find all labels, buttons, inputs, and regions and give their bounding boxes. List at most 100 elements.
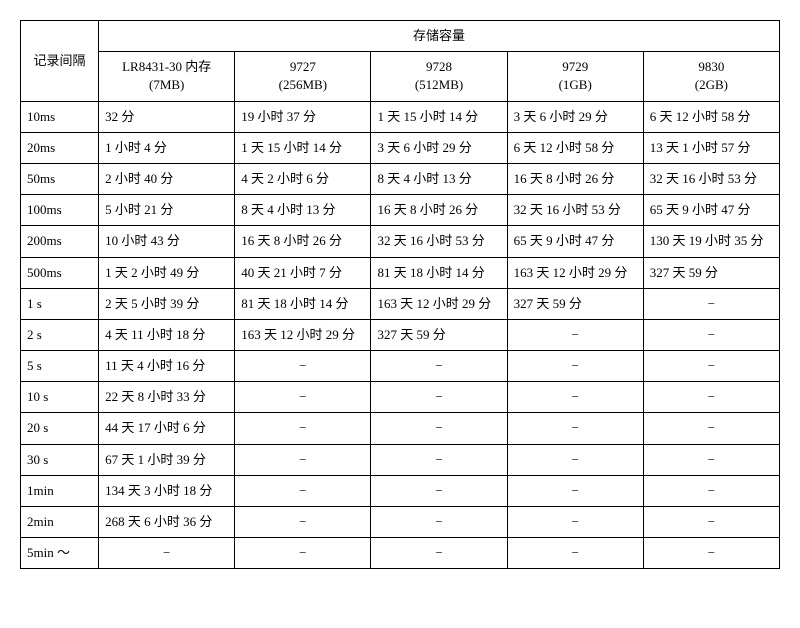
table-cell: − [235, 444, 371, 475]
table-cell: 16 天 8 小时 26 分 [371, 195, 507, 226]
table-cell: − [507, 538, 643, 569]
table-row: 5min ～−−−−− [21, 538, 780, 569]
table-row: 30 s67 天 1 小时 39 分−−−− [21, 444, 780, 475]
table-cell: − [371, 444, 507, 475]
table-cell: 134 天 3 小时 18 分 [99, 475, 235, 506]
table-row: 1min134 天 3 小时 18 分−−−− [21, 475, 780, 506]
table-cell: 67 天 1 小时 39 分 [99, 444, 235, 475]
group-header-storage: 存储容量 [99, 21, 780, 52]
row-label: 1 s [21, 288, 99, 319]
table-cell: − [643, 475, 779, 506]
col-header-3: 9729 (1GB) [507, 52, 643, 101]
table-cell: 2 小时 40 分 [99, 163, 235, 194]
table-cell: 6 天 12 小时 58 分 [643, 101, 779, 132]
table-cell: − [643, 507, 779, 538]
storage-capacity-table: 记录间隔 存储容量 LR8431-30 内存 (7MB) 9727 (256MB… [20, 20, 780, 569]
table-cell: − [235, 475, 371, 506]
column-headers-row: LR8431-30 内存 (7MB) 9727 (256MB) 9728 (51… [21, 52, 780, 101]
table-cell: 130 天 19 小时 35 分 [643, 226, 779, 257]
table-cell: 163 天 12 小时 29 分 [507, 257, 643, 288]
table-row: 200ms10 小时 43 分16 天 8 小时 26 分32 天 16 小时 … [21, 226, 780, 257]
col-header-2-l1: 9728 [377, 58, 500, 76]
table-row: 2 s4 天 11 小时 18 分163 天 12 小时 29 分327 天 5… [21, 319, 780, 350]
table-cell: 16 天 8 小时 26 分 [235, 226, 371, 257]
row-label: 1min [21, 475, 99, 506]
row-label: 100ms [21, 195, 99, 226]
table-cell: − [371, 413, 507, 444]
row-label: 50ms [21, 163, 99, 194]
table-cell: 81 天 18 小时 14 分 [371, 257, 507, 288]
row-label: 2min [21, 507, 99, 538]
table-cell: 1 小时 4 分 [99, 132, 235, 163]
col-header-1-l1: 9727 [241, 58, 364, 76]
table-row: 10 s22 天 8 小时 33 分−−−− [21, 382, 780, 413]
table-cell: 4 天 2 小时 6 分 [235, 163, 371, 194]
table-cell: − [235, 382, 371, 413]
table-cell: 16 天 8 小时 26 分 [507, 163, 643, 194]
col-header-1-l2: (256MB) [241, 76, 364, 94]
col-header-0-l2: (7MB) [105, 76, 228, 94]
table-cell: 6 天 12 小时 58 分 [507, 132, 643, 163]
table-cell: − [643, 319, 779, 350]
row-label: 500ms [21, 257, 99, 288]
table-cell: 65 天 9 小时 47 分 [643, 195, 779, 226]
table-cell: 5 小时 21 分 [99, 195, 235, 226]
table-cell: 10 小时 43 分 [99, 226, 235, 257]
row-label: 2 s [21, 319, 99, 350]
row-label: 5min ～ [21, 538, 99, 569]
table-cell: 19 小时 37 分 [235, 101, 371, 132]
table-cell: 3 天 6 小时 29 分 [371, 132, 507, 163]
table-row: 5 s11 天 4 小时 16 分−−−− [21, 351, 780, 382]
table-cell: 32 天 16 小时 53 分 [507, 195, 643, 226]
table-cell: 44 天 17 小时 6 分 [99, 413, 235, 444]
table-cell: − [371, 475, 507, 506]
table-cell: − [507, 351, 643, 382]
table-row: 2min268 天 6 小时 36 分−−−− [21, 507, 780, 538]
table-row: 10ms32 分19 小时 37 分1 天 15 小时 14 分3 天 6 小时… [21, 101, 780, 132]
table-cell: 11 天 4 小时 16 分 [99, 351, 235, 382]
table-cell: − [371, 538, 507, 569]
table-cell: 268 天 6 小时 36 分 [99, 507, 235, 538]
table-cell: 2 天 5 小时 39 分 [99, 288, 235, 319]
table-cell: 22 天 8 小时 33 分 [99, 382, 235, 413]
row-label: 10 s [21, 382, 99, 413]
table-cell: 327 天 59 分 [371, 319, 507, 350]
table-cell: 81 天 18 小时 14 分 [235, 288, 371, 319]
table-cell: − [507, 444, 643, 475]
table-cell: 8 天 4 小时 13 分 [235, 195, 371, 226]
table-cell: − [643, 382, 779, 413]
row-label: 30 s [21, 444, 99, 475]
col-header-4-l1: 9830 [650, 58, 773, 76]
table-cell: 3 天 6 小时 29 分 [507, 101, 643, 132]
table-cell: − [507, 507, 643, 538]
col-header-0-l1: LR8431-30 内存 [105, 58, 228, 76]
table-cell: 32 分 [99, 101, 235, 132]
table-cell: − [235, 351, 371, 382]
row-label: 200ms [21, 226, 99, 257]
row-label: 10ms [21, 101, 99, 132]
table-cell: 32 天 16 小时 53 分 [643, 163, 779, 194]
table-cell: 65 天 9 小时 47 分 [507, 226, 643, 257]
table-cell: − [371, 382, 507, 413]
table-cell: − [235, 507, 371, 538]
col-header-2: 9728 (512MB) [371, 52, 507, 101]
table-cell: 40 天 21 小时 7 分 [235, 257, 371, 288]
table-cell: − [643, 288, 779, 319]
table-row: 20 s44 天 17 小时 6 分−−−− [21, 413, 780, 444]
table-cell: − [643, 444, 779, 475]
table-cell: 4 天 11 小时 18 分 [99, 319, 235, 350]
row-label: 5 s [21, 351, 99, 382]
table-cell: − [371, 351, 507, 382]
table-cell: − [643, 538, 779, 569]
col-header-4-l2: (2GB) [650, 76, 773, 94]
table-row: 50ms2 小时 40 分4 天 2 小时 6 分8 天 4 小时 13 分16… [21, 163, 780, 194]
table-row: 100ms5 小时 21 分8 天 4 小时 13 分16 天 8 小时 26 … [21, 195, 780, 226]
table-cell: − [507, 382, 643, 413]
table-cell: 1 天 2 小时 49 分 [99, 257, 235, 288]
row-label: 20ms [21, 132, 99, 163]
col-header-0: LR8431-30 内存 (7MB) [99, 52, 235, 101]
table-cell: 1 天 15 小时 14 分 [371, 101, 507, 132]
table-cell: 163 天 12 小时 29 分 [235, 319, 371, 350]
col-header-3-l2: (1GB) [514, 76, 637, 94]
table-cell: 327 天 59 分 [643, 257, 779, 288]
